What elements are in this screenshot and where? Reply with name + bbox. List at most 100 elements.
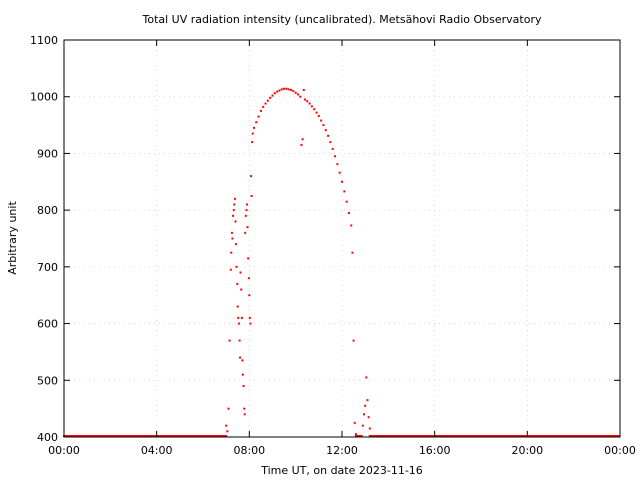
baseline-point — [518, 435, 521, 437]
data-point — [237, 322, 240, 325]
data-point — [331, 147, 334, 150]
baseline-point — [123, 435, 126, 437]
data-point — [269, 96, 272, 99]
baseline-point — [206, 435, 209, 437]
baseline-point — [543, 435, 546, 437]
baseline-point — [599, 435, 602, 437]
baseline-point — [588, 435, 591, 437]
baseline-point — [145, 435, 148, 437]
baseline-point — [146, 435, 149, 437]
baseline-point — [459, 435, 462, 437]
baseline-point — [442, 435, 445, 437]
baseline-point — [372, 435, 375, 437]
data-point — [341, 180, 343, 183]
baseline-point — [168, 435, 171, 437]
baseline-point — [541, 435, 544, 437]
baseline-point — [570, 435, 573, 437]
data-point — [306, 100, 309, 103]
baseline-point — [552, 435, 555, 437]
baseline-point — [161, 435, 164, 437]
baseline-point — [378, 435, 381, 437]
data-point — [338, 171, 341, 174]
baseline-point — [203, 435, 206, 437]
baseline-point — [478, 435, 481, 437]
data-point — [227, 407, 230, 410]
baseline-point — [502, 435, 505, 437]
x-tick-labels: 00:00 04:00 08:00 12:00 16:00 20:00 00:00 — [48, 444, 636, 457]
baseline-point — [446, 435, 449, 437]
baseline-point — [169, 435, 172, 437]
baseline-point — [521, 435, 524, 437]
baseline-point — [510, 435, 513, 437]
baseline-point — [572, 435, 575, 437]
baseline-point — [416, 435, 419, 437]
baseline-point — [189, 435, 192, 437]
data-point — [243, 407, 246, 410]
baseline-point — [544, 435, 547, 437]
baseline-point — [200, 435, 203, 437]
data-point — [300, 143, 303, 146]
baseline-point — [438, 435, 441, 437]
baseline-point — [500, 435, 503, 437]
baseline-point — [536, 435, 539, 437]
baseline-point — [600, 435, 603, 437]
baseline-point — [565, 435, 568, 437]
baseline-point — [94, 435, 97, 437]
baseline-point — [357, 435, 360, 437]
data-point — [255, 121, 258, 124]
baseline-point — [481, 435, 484, 437]
baseline-point — [396, 435, 399, 437]
baseline-point — [407, 435, 410, 437]
baseline-point — [127, 435, 130, 437]
baseline-point — [113, 435, 116, 437]
baseline-point — [185, 435, 188, 437]
baseline-point — [358, 435, 361, 437]
baseline-point — [507, 435, 510, 437]
baseline-point — [97, 435, 100, 437]
baseline-point — [514, 435, 517, 437]
baseline-point — [98, 435, 101, 437]
baseline-point — [171, 435, 174, 437]
baseline-point — [217, 435, 220, 437]
baseline-point — [562, 435, 565, 437]
data-point — [257, 115, 260, 118]
baseline-point — [65, 435, 68, 437]
baseline-point — [387, 435, 390, 437]
baseline-point — [506, 435, 509, 437]
baseline-point — [389, 435, 392, 437]
baseline-point — [571, 435, 574, 437]
baseline-point — [210, 435, 213, 437]
baseline-point — [393, 435, 396, 437]
baseline-point — [204, 435, 207, 437]
baseline-point — [149, 435, 152, 437]
baseline-point — [415, 435, 418, 437]
baseline-point — [445, 435, 448, 437]
data-point — [237, 316, 240, 319]
baseline-point — [193, 435, 196, 437]
baseline-series — [63, 435, 620, 437]
baseline-point — [493, 435, 496, 437]
baseline-point — [424, 435, 427, 437]
data-point — [242, 384, 245, 387]
data-point — [327, 134, 330, 137]
baseline-point — [142, 435, 145, 437]
data-point — [363, 413, 366, 416]
baseline-point — [105, 435, 108, 437]
baseline-point — [592, 435, 595, 437]
baseline-point — [86, 435, 89, 437]
baseline-point — [559, 435, 562, 437]
baseline-point — [132, 435, 135, 437]
data-point — [240, 288, 243, 291]
baseline-point — [88, 435, 91, 437]
data-point — [285, 87, 288, 90]
baseline-point — [596, 435, 599, 437]
baseline-point — [153, 435, 156, 437]
baseline-point — [82, 435, 85, 437]
baseline-point — [602, 435, 605, 437]
baseline-point — [601, 435, 604, 437]
data-point — [247, 257, 250, 260]
baseline-point — [464, 435, 467, 437]
baseline-point — [491, 435, 494, 437]
baseline-point — [488, 435, 491, 437]
baseline-point — [574, 435, 577, 437]
